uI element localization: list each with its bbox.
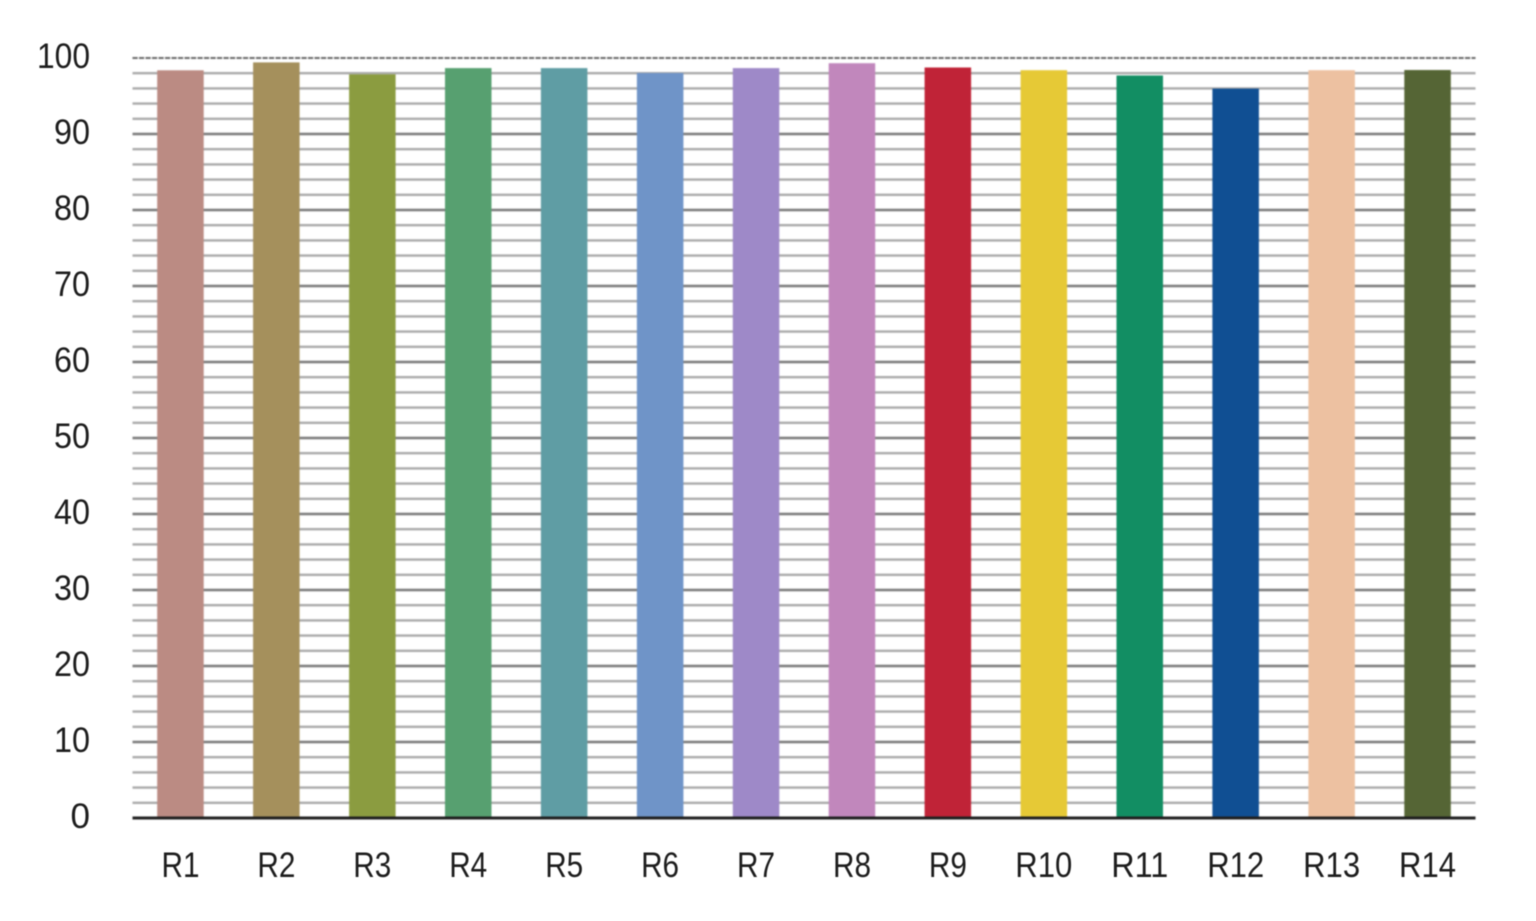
svg-text:60: 60 bbox=[54, 340, 90, 380]
svg-text:20: 20 bbox=[54, 644, 90, 684]
svg-text:30: 30 bbox=[54, 568, 90, 608]
svg-text:R13: R13 bbox=[1303, 845, 1360, 885]
svg-text:R9: R9 bbox=[929, 845, 967, 885]
svg-text:10: 10 bbox=[54, 720, 90, 760]
svg-text:R5: R5 bbox=[545, 845, 583, 885]
svg-text:R11: R11 bbox=[1111, 845, 1168, 885]
svg-text:0: 0 bbox=[71, 796, 91, 836]
svg-text:R8: R8 bbox=[833, 845, 871, 885]
svg-text:R2: R2 bbox=[257, 845, 295, 885]
svg-text:40: 40 bbox=[54, 492, 90, 532]
svg-text:80: 80 bbox=[54, 188, 90, 228]
svg-text:R10: R10 bbox=[1015, 845, 1072, 885]
svg-text:R7: R7 bbox=[737, 845, 775, 885]
svg-text:70: 70 bbox=[54, 264, 90, 304]
svg-text:100: 100 bbox=[37, 36, 90, 76]
svg-text:R4: R4 bbox=[449, 845, 487, 885]
svg-text:R12: R12 bbox=[1207, 845, 1264, 885]
svg-text:R6: R6 bbox=[641, 845, 679, 885]
svg-text:90: 90 bbox=[54, 112, 90, 152]
svg-text:50: 50 bbox=[54, 416, 90, 456]
svg-text:R1: R1 bbox=[162, 845, 200, 885]
svg-text:R3: R3 bbox=[353, 845, 391, 885]
svg-text:R14: R14 bbox=[1399, 845, 1456, 885]
